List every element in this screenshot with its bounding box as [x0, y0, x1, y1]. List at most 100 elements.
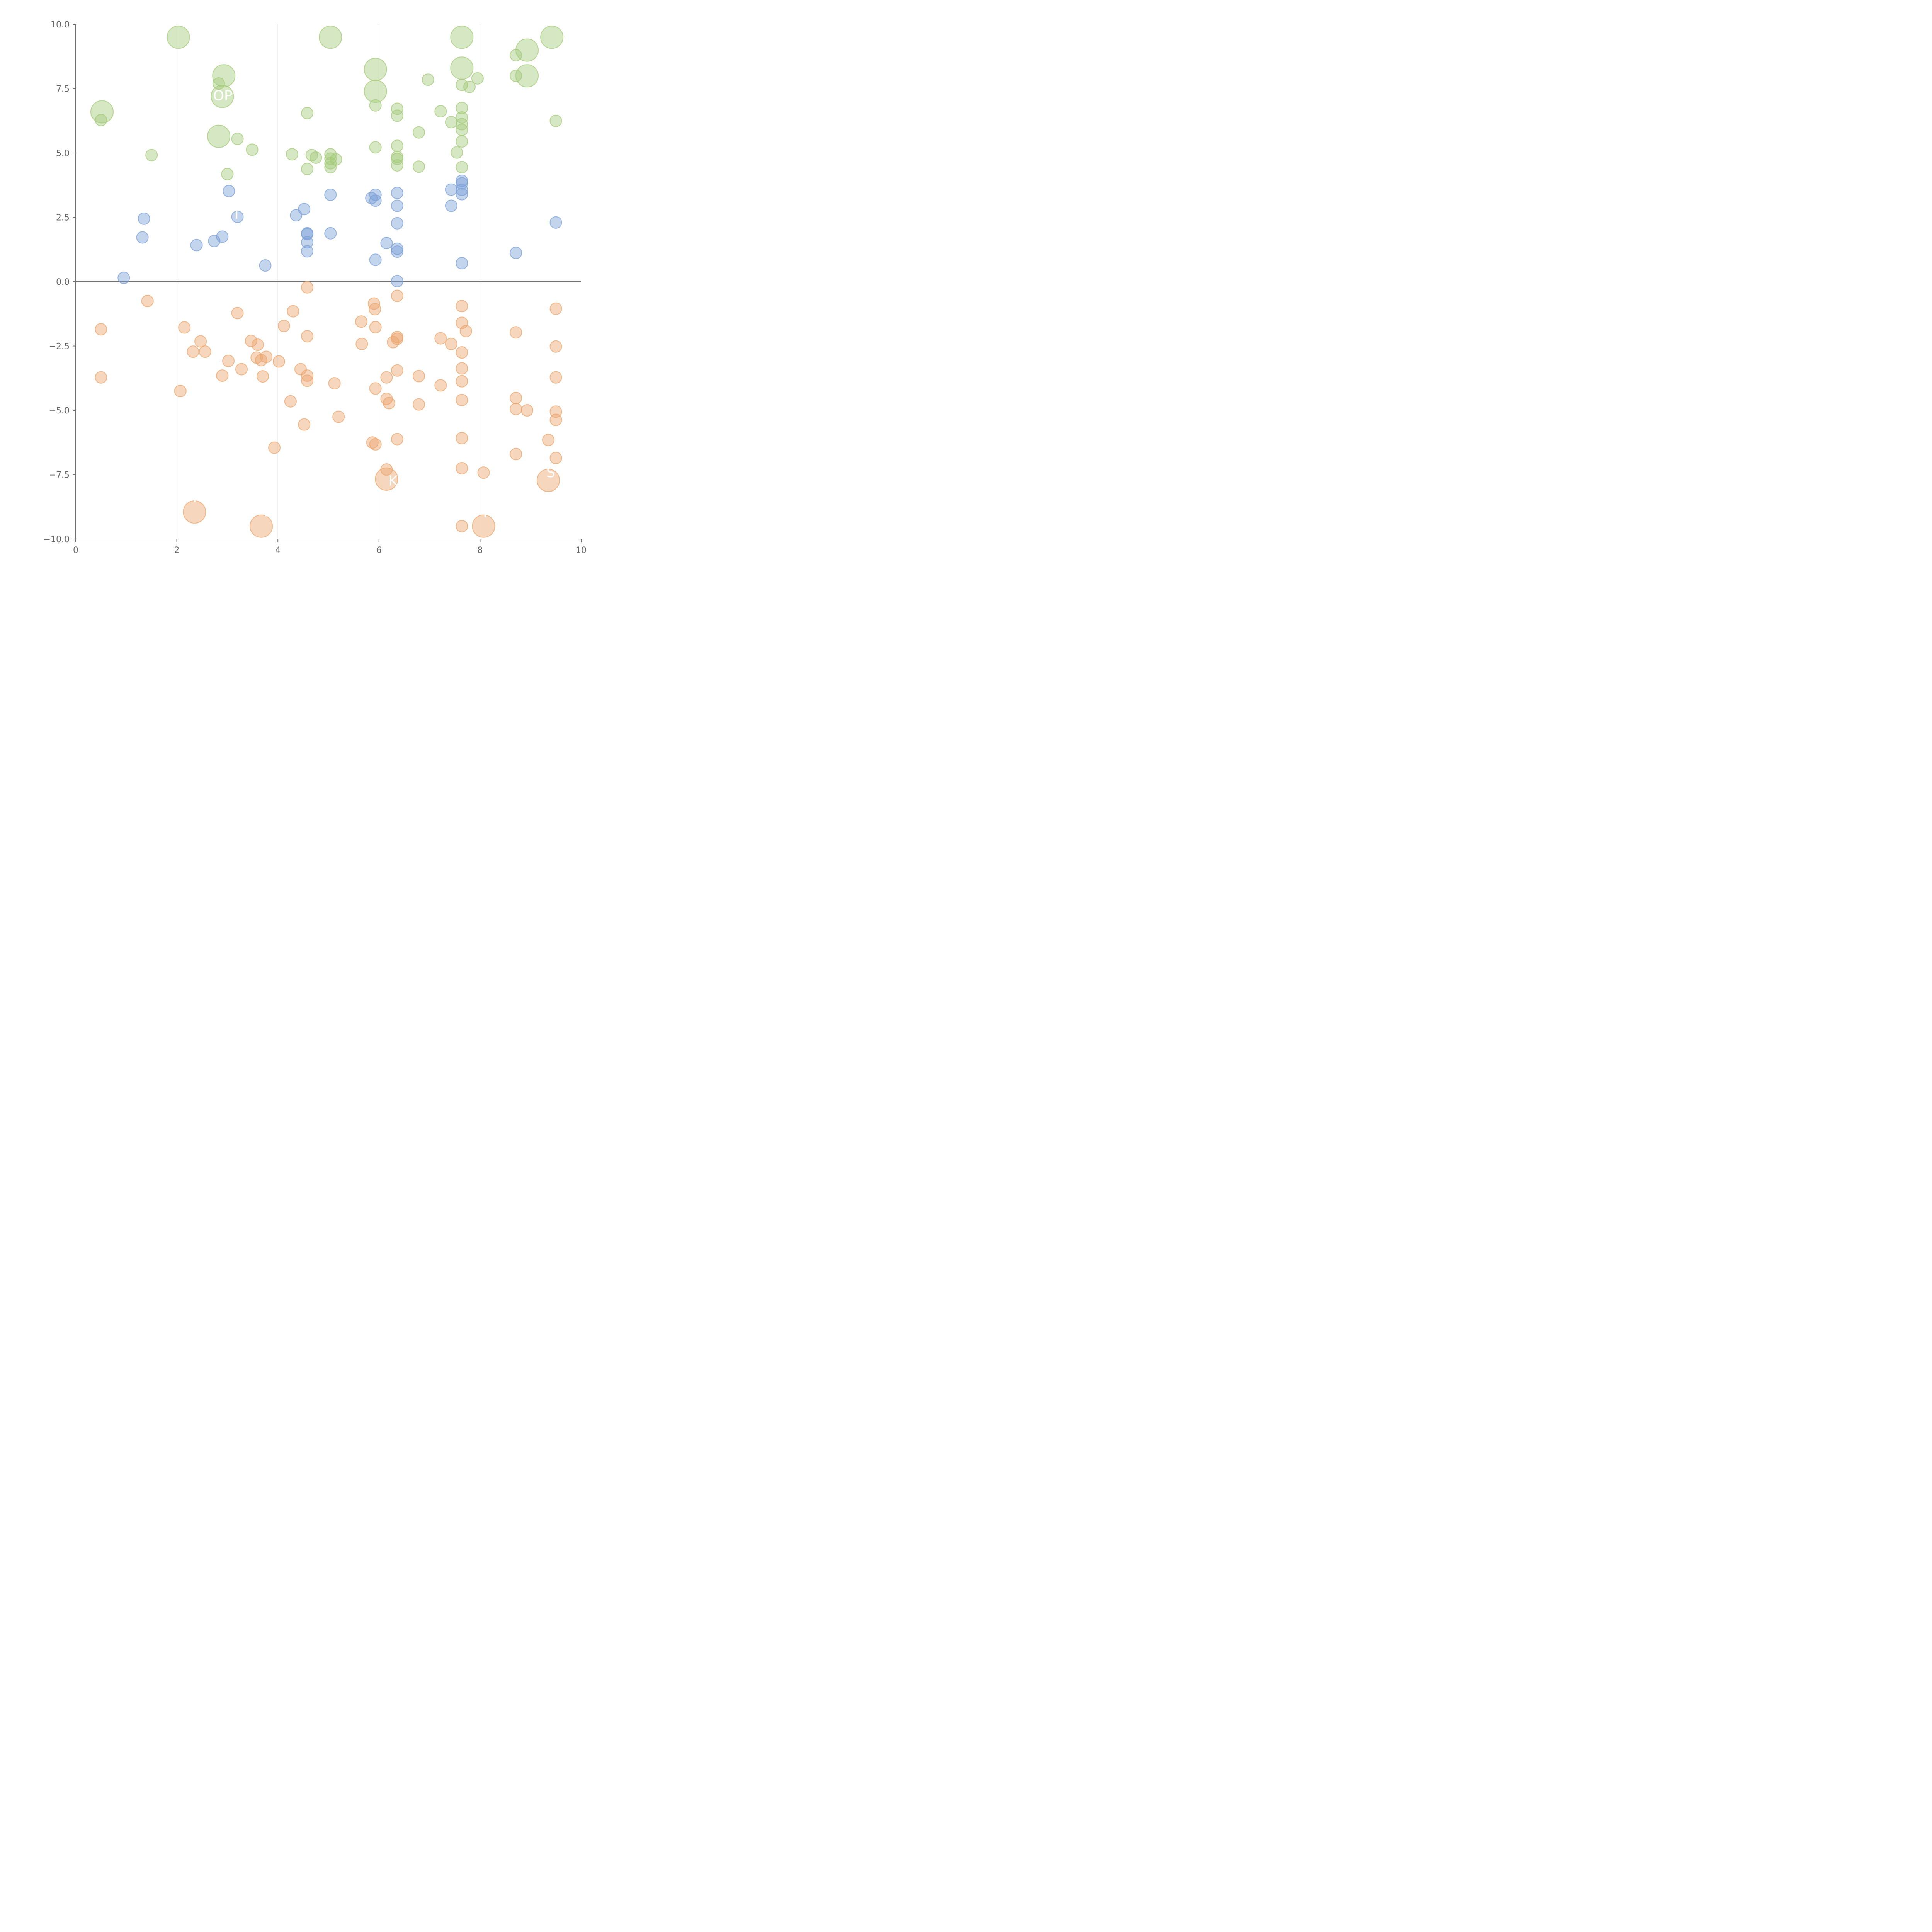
data-point-middle — [301, 236, 314, 249]
data-point-lower — [355, 338, 368, 350]
data-point-upper — [246, 143, 259, 156]
data-point-upper — [391, 159, 403, 172]
data-point-upper — [213, 77, 225, 90]
point-annotation: T — [480, 505, 490, 520]
data-point-lower — [391, 364, 403, 377]
data-point-lower — [178, 321, 191, 334]
data-point-lower — [369, 321, 382, 333]
data-point-upper — [434, 105, 447, 118]
data-point-lower — [391, 289, 403, 302]
data-point-lower — [231, 307, 244, 320]
data-point-lower — [256, 370, 269, 383]
data-point-middle — [231, 211, 244, 223]
data-point-lower — [328, 377, 341, 390]
point-annotation: N — [193, 489, 203, 505]
data-points — [90, 26, 564, 538]
data-point-lower — [287, 305, 299, 318]
data-point-middle — [298, 203, 311, 216]
data-point-lower — [277, 320, 290, 332]
data-point-lower — [369, 438, 382, 451]
x-tick-label: 10 — [576, 546, 587, 555]
data-point-lower — [549, 413, 562, 426]
y-tick-label: 7.5 — [56, 85, 70, 94]
data-point-middle — [391, 242, 403, 255]
data-point-lower — [194, 335, 207, 348]
data-point-middle — [324, 188, 337, 201]
data-point-lower — [456, 432, 468, 444]
data-point-upper — [324, 161, 337, 173]
data-point-lower — [199, 345, 211, 358]
data-point-lower — [245, 335, 257, 347]
data-point-middle — [136, 231, 149, 244]
data-point-middle — [301, 245, 314, 258]
data-point-lower — [445, 338, 457, 350]
point-annotation: OPI — [213, 88, 237, 104]
data-point-upper — [231, 133, 244, 145]
data-point-middle — [391, 187, 403, 199]
data-point-middle — [138, 212, 150, 225]
data-point-middle — [223, 185, 235, 197]
data-point-lower — [413, 370, 425, 383]
data-point-middle — [445, 199, 457, 212]
data-point-upper — [456, 78, 468, 91]
data-point-lower — [456, 394, 468, 406]
data-point-upper — [456, 161, 468, 173]
data-point-upper — [324, 157, 337, 170]
data-point-lower — [391, 433, 403, 446]
bubble-scatter-chart: −10.0 −7.5 −5.0 −2.5 0.0 2.5 5.0 7.5 10.0 0 2 4 6 8 10… — [44, 20, 587, 555]
data-point-upper — [391, 139, 403, 152]
data-point-middle — [549, 216, 562, 229]
data-point-upper — [450, 26, 474, 49]
data-point-upper — [364, 80, 387, 103]
point-annotation: TI — [226, 206, 239, 222]
data-point-upper — [510, 49, 522, 61]
point-annotation: K — [389, 473, 398, 489]
data-point-middle — [456, 174, 468, 187]
data-point-lower — [510, 448, 522, 461]
data-point-lower — [235, 363, 248, 376]
x-tick-label: 0 — [73, 546, 78, 555]
data-point-middle — [117, 272, 130, 284]
data-point-lower — [380, 463, 393, 476]
point-annotation: L — [264, 504, 272, 520]
data-point-middle — [324, 227, 337, 240]
data-point-middle — [391, 245, 403, 258]
data-point-upper — [413, 160, 425, 173]
data-point-lower — [268, 441, 281, 454]
data-point-lower — [510, 392, 522, 405]
data-point-lower — [549, 452, 562, 464]
data-point-upper — [451, 146, 463, 159]
data-point-lower — [549, 340, 562, 353]
data-point-lower — [413, 398, 425, 411]
data-point-lower — [391, 332, 403, 345]
data-point-lower — [456, 346, 468, 359]
data-point-upper — [211, 85, 234, 108]
data-point-upper — [456, 102, 468, 114]
data-point-lower — [456, 462, 468, 474]
y-tick-label: −7.5 — [49, 471, 70, 480]
data-point-upper — [463, 80, 476, 93]
data-point-lower — [187, 345, 199, 358]
data-point-middle — [369, 194, 382, 207]
data-point-lower — [375, 467, 398, 491]
data-point-lower — [456, 300, 468, 313]
data-point-upper — [450, 56, 474, 80]
data-point-lower — [332, 410, 345, 423]
y-tick-label: −2.5 — [49, 342, 70, 352]
data-point-upper — [286, 148, 298, 161]
x-tick-label: 8 — [477, 546, 483, 555]
data-point-lower — [521, 404, 534, 417]
y-tick-label: 0.0 — [56, 277, 70, 287]
y-tick-label: 2.5 — [56, 213, 70, 223]
data-point-upper — [456, 124, 468, 136]
data-point-lower — [301, 369, 314, 382]
data-point-upper — [221, 168, 234, 180]
data-point-middle — [456, 177, 468, 190]
data-point-upper — [422, 73, 434, 86]
data-point-upper — [145, 149, 158, 162]
data-point-upper — [549, 114, 562, 127]
x-tick-label: 2 — [174, 546, 180, 555]
data-point-middle — [456, 257, 468, 270]
data-point-upper — [364, 58, 387, 81]
data-point-lower — [549, 371, 562, 384]
